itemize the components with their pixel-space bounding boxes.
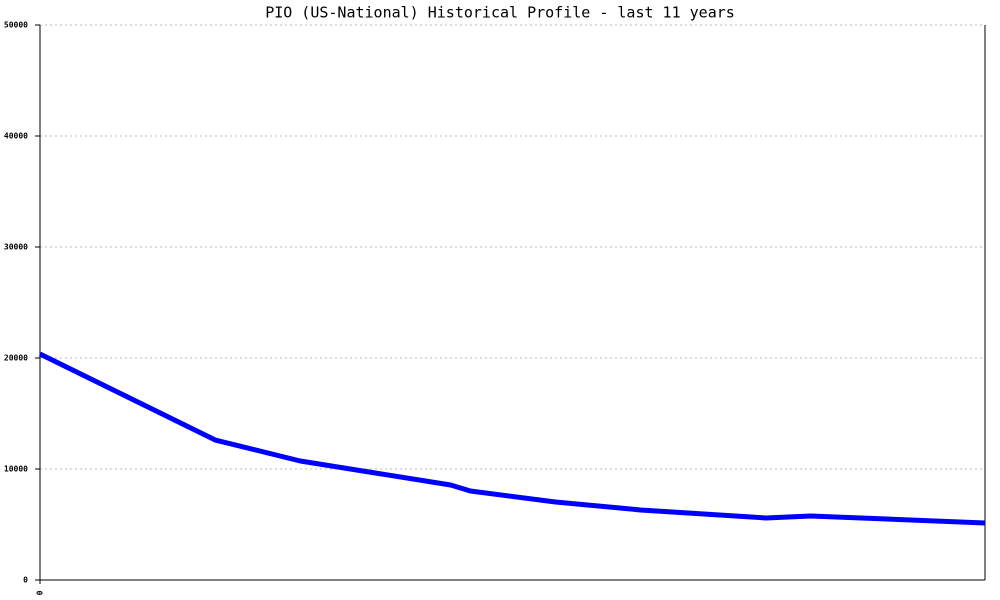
y-tick-label: 10000 (4, 465, 28, 474)
y-tick-label: 20000 (4, 354, 28, 363)
y-tick-label: 40000 (4, 132, 28, 141)
y-tick-label: 0 (23, 576, 28, 585)
x-tick-label: 0 (36, 590, 45, 595)
y-tick-label: 30000 (4, 243, 28, 252)
y-tick-label: 50000 (4, 21, 28, 30)
data-line (38, 351, 986, 526)
chart-title: PIO (US-National) Historical Profile - l… (265, 4, 735, 22)
